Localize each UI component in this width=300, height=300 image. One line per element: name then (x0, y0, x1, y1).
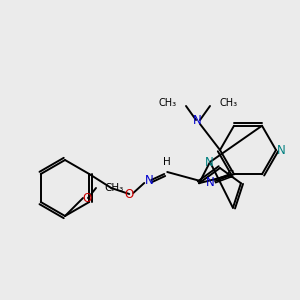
Text: N: N (145, 175, 154, 188)
Text: N: N (193, 115, 201, 128)
Text: CH₃: CH₃ (159, 98, 177, 108)
Text: O: O (82, 191, 91, 205)
Text: N: N (277, 143, 285, 157)
Text: CH₃: CH₃ (219, 98, 237, 108)
Text: CH₃: CH₃ (104, 183, 123, 193)
Text: H: H (164, 157, 171, 167)
Text: C: C (226, 170, 234, 180)
Text: O: O (124, 188, 134, 202)
Text: N: N (206, 176, 214, 189)
Text: N: N (205, 157, 213, 169)
